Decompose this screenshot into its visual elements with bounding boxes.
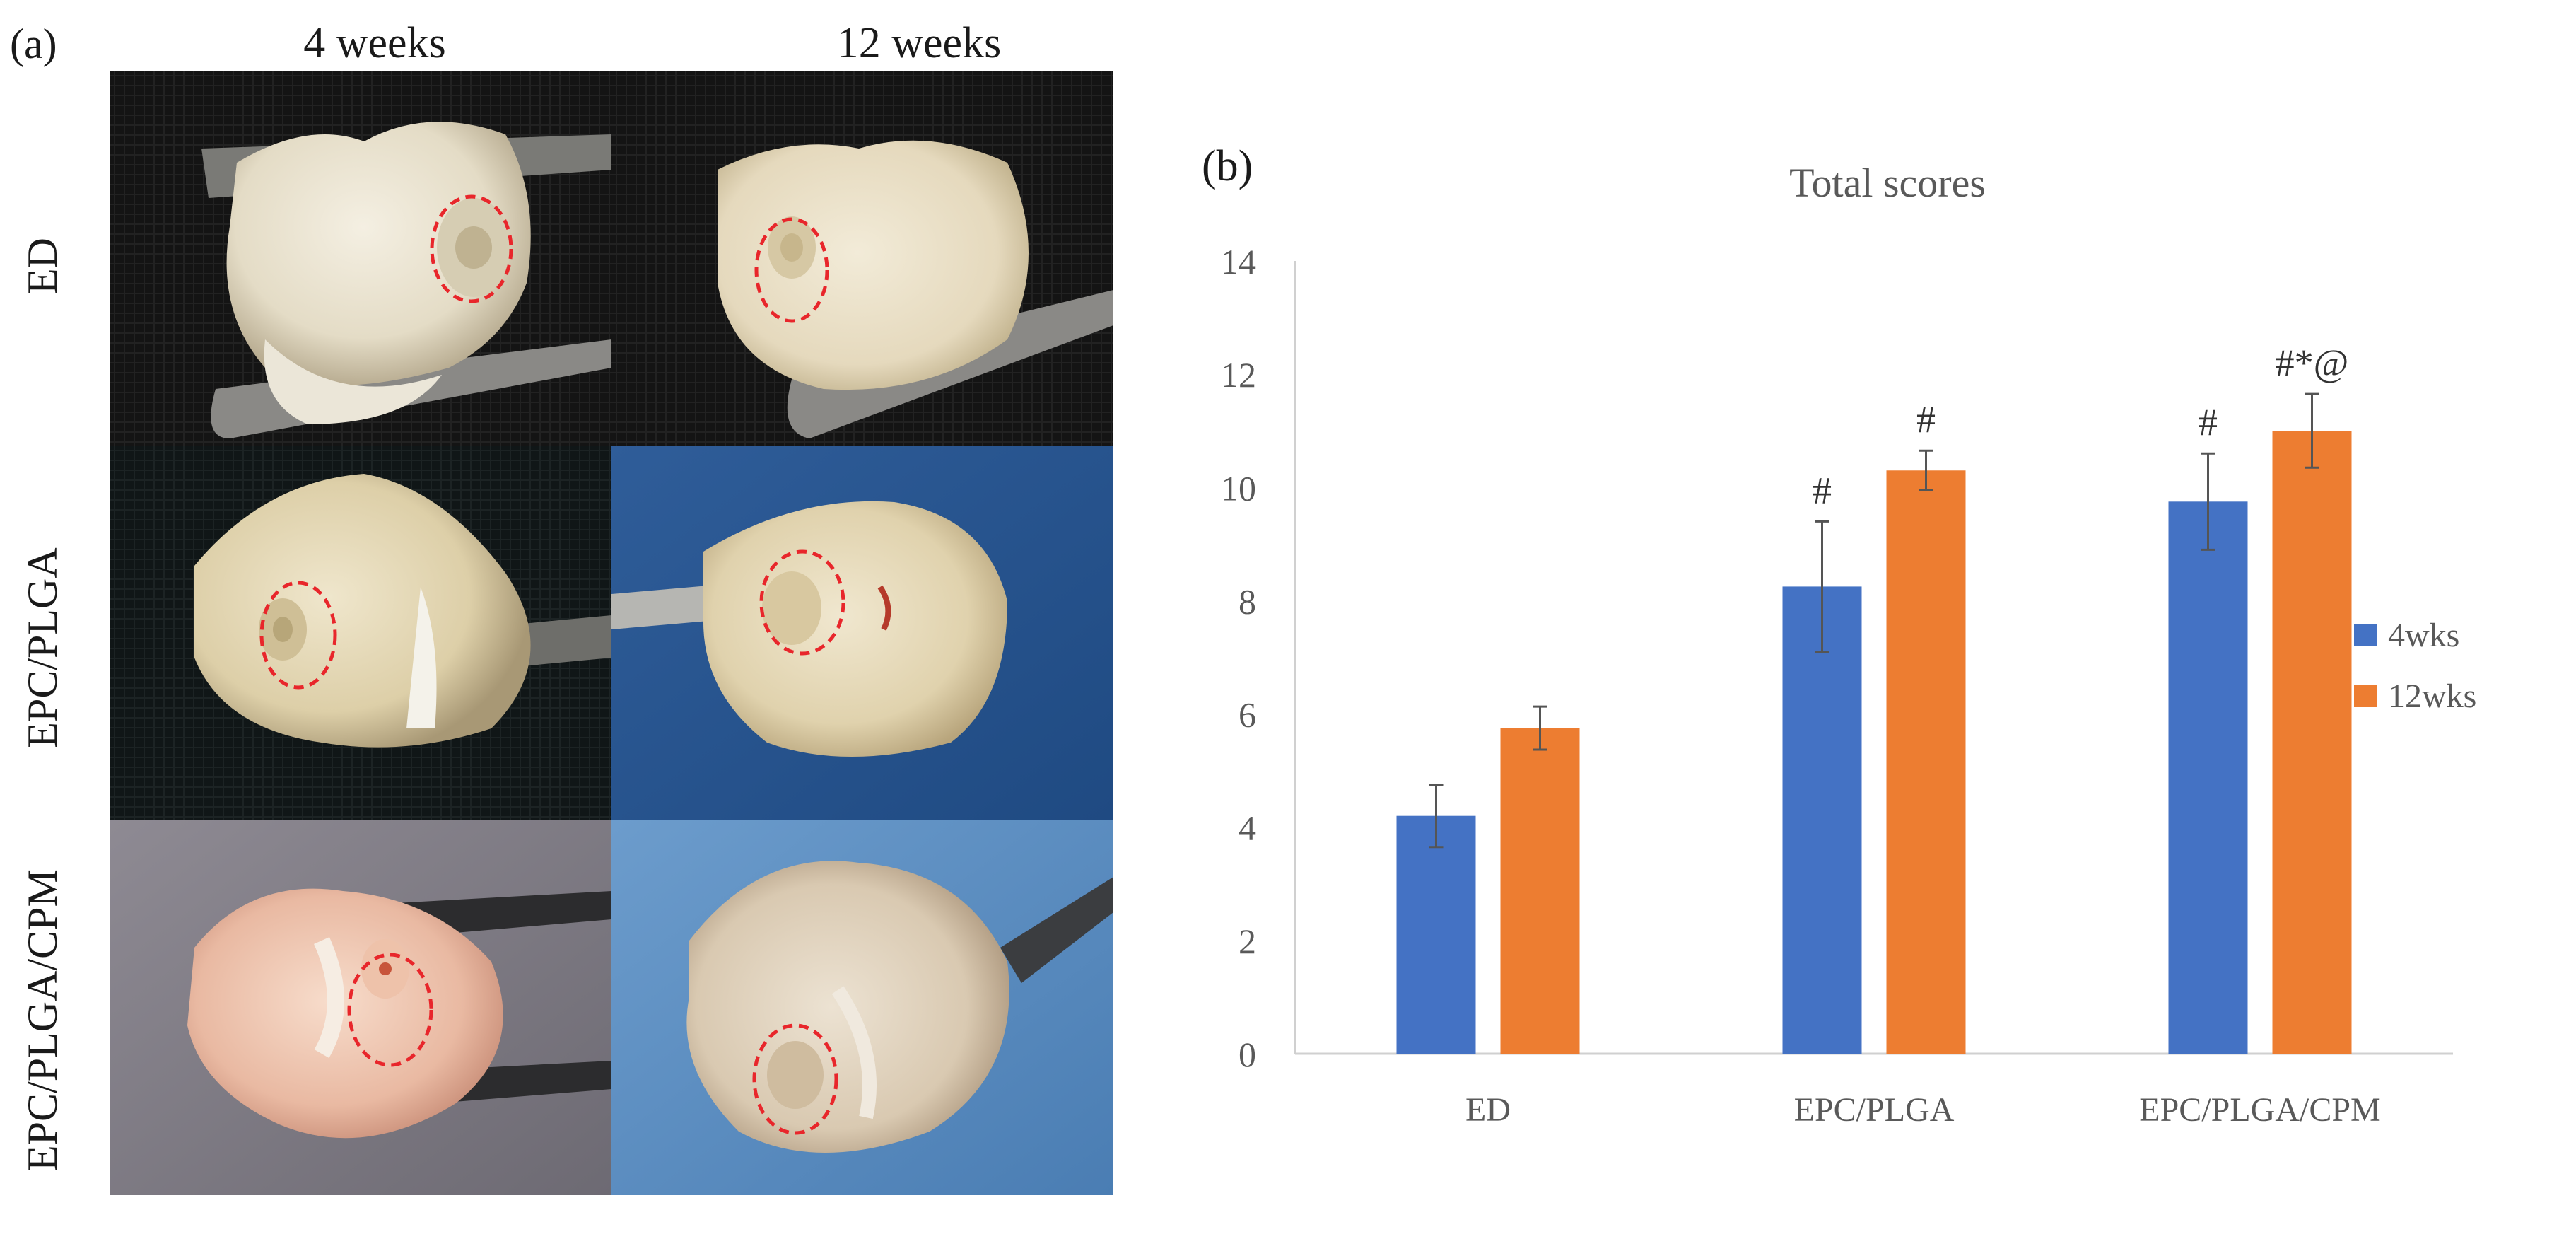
photo-epc-plga-cpm-12-weeks (611, 820, 1113, 1195)
bar-4wks-1 (1782, 586, 1862, 1054)
photo-ed-4-weeks (110, 71, 611, 446)
defect-circle-epc-plga-cpm-4wks (347, 953, 433, 1067)
x-category-label: ED (1465, 1091, 1511, 1129)
bar-4wks-2 (2168, 501, 2248, 1054)
y-tick-label: 0 (1239, 1035, 1256, 1074)
significance-label: # (2199, 401, 2218, 443)
y-tick-label: 2 (1239, 921, 1256, 961)
chart-title: Total scores (1789, 160, 1986, 206)
panel-a-label: (a) (10, 21, 57, 67)
photo-epc-plga-cpm-4-weeks (110, 820, 611, 1195)
panel-b-label: (b) (1202, 142, 1253, 190)
x-category-label: EPC/PLGA/CPM (2139, 1091, 2380, 1129)
defect-circle-ed-12wks (754, 217, 829, 323)
bar-12wks-0 (1500, 728, 1580, 1054)
defect-circle-epc-plga-cpm-12wks (752, 1023, 838, 1135)
y-tick-label: 14 (1221, 242, 1256, 281)
defect-circle-epc-plga-4wks (259, 581, 337, 690)
column-header-4-weeks: 4 weeks (303, 19, 446, 67)
photo-epc-plga-12-weeks (611, 446, 1113, 820)
bar-4wks-0 (1396, 815, 1476, 1054)
legend-label-12wks: 12wks (2388, 677, 2476, 715)
legend-swatch-12wks (2354, 685, 2377, 707)
bar-12wks-1 (1886, 470, 1966, 1054)
x-category-label: EPC/PLGA (1794, 1091, 1955, 1129)
y-tick-label: 8 (1239, 581, 1256, 621)
y-tick-label: 10 (1221, 468, 1256, 508)
y-tick-label: 6 (1239, 695, 1256, 735)
significance-label: # (1916, 398, 1936, 441)
significance-label: #*@ (2276, 342, 2349, 384)
legend-swatch-4wks (2354, 624, 2377, 646)
column-header-12-weeks: 12 weeks (836, 19, 1002, 67)
defect-circle-ed-4wks (430, 194, 513, 303)
bar-12wks-2 (2272, 431, 2352, 1054)
photo-ed-12-weeks (611, 71, 1113, 446)
y-tick-label: 4 (1239, 808, 1256, 848)
photo-epc-plga-4-weeks (110, 446, 611, 820)
defect-circle-epc-plga-12wks (759, 549, 845, 656)
y-tick-label: 12 (1221, 355, 1256, 395)
legend-label-4wks: 4wks (2388, 617, 2459, 654)
significance-label: # (1813, 469, 1832, 511)
